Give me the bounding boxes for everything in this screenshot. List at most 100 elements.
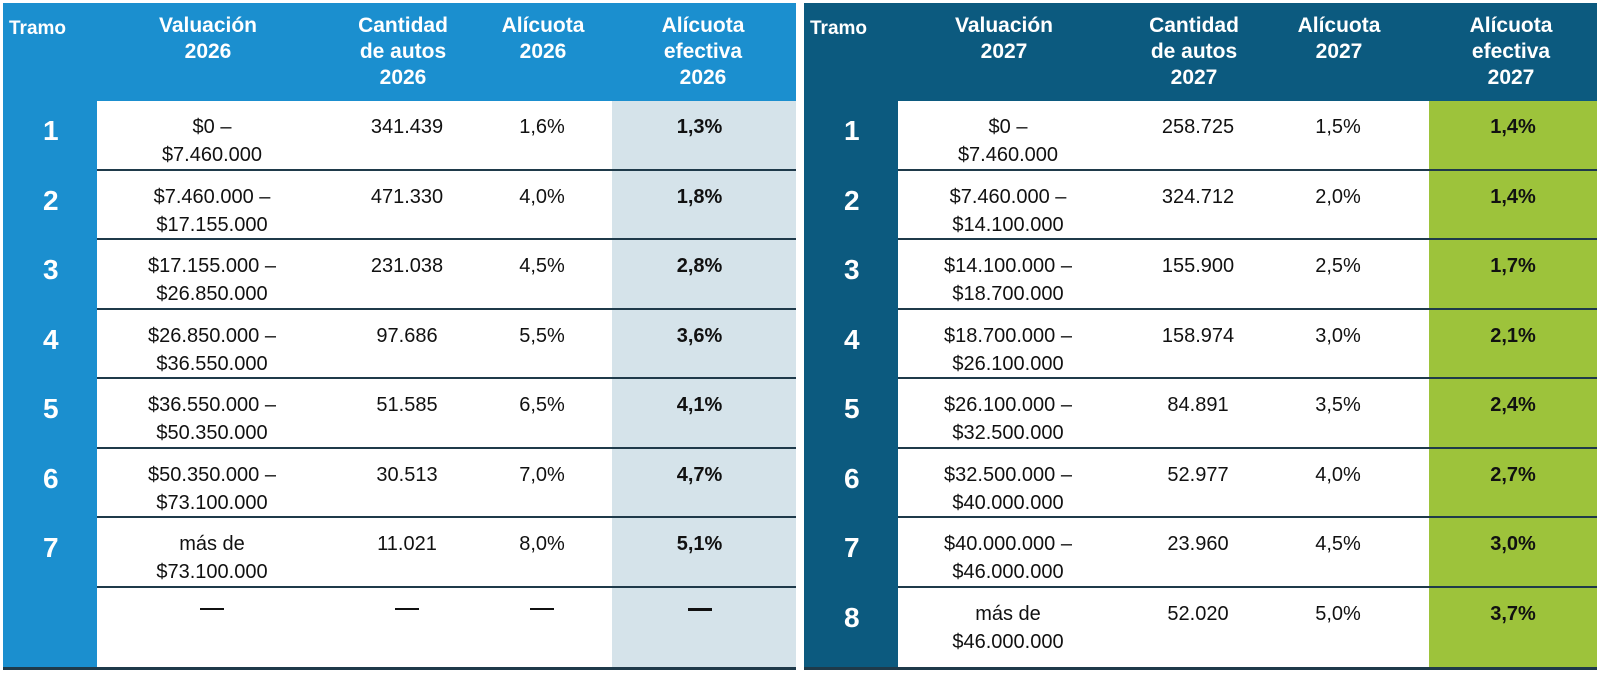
- tramo-number-text: 8: [844, 601, 860, 633]
- row-separator: [97, 516, 796, 518]
- valuation-line: $14.100.000 –: [944, 255, 1072, 277]
- table-row: [97, 588, 796, 658]
- valuation-line: $0 –: [988, 116, 1028, 138]
- effective-rate-cell: 2,4%: [1490, 394, 1536, 416]
- valuation-line: $7.460.000 –: [153, 185, 271, 208]
- table-row: 3 $14.100.000 – $18.700.000 155.900 2,5% 1,7%: [844, 240, 1597, 310]
- tramo-number-text: 3: [844, 254, 860, 285]
- tramo-number-text: 1: [43, 115, 59, 146]
- qty-cell: 231.038: [370, 255, 444, 277]
- qty-cell: 324.712: [1161, 185, 1235, 208]
- qty-cell: 258.725: [1161, 116, 1235, 138]
- table-row: 3 $17.155.000 – $26.850.000 231.038 4,5% 2,8%: [43, 240, 796, 310]
- header-line: Valuación: [158, 14, 258, 37]
- valuation-cell: $7.460.000 – $17.155.000: [117, 183, 307, 239]
- header-line: Alícuota: [501, 14, 585, 37]
- valuation-line: $46.000.000: [952, 630, 1064, 653]
- valuation-line: $26.100.000: [952, 352, 1064, 375]
- table-row: 5 $36.550.000 – $50.350.000 51.585 6,5% 4,1%: [43, 379, 796, 449]
- valuation-cell: $17.155.000 – $26.850.000: [117, 252, 307, 308]
- header-line: de autos: [1150, 40, 1238, 63]
- valuation-line: $46.000.000: [952, 561, 1064, 583]
- valuation-line: $73.100.000: [156, 491, 268, 514]
- effective-rate-cell: 3,6%: [676, 324, 723, 347]
- valuation-cell: más de $73.100.000: [117, 530, 307, 586]
- effective-rate-cell: 1,7%: [1490, 255, 1536, 277]
- valuation-line: $32.500.000: [952, 422, 1064, 444]
- bottom-rule: [804, 667, 1597, 670]
- qty-cell: 97.686: [376, 324, 438, 347]
- qty-cell: 158.974: [1161, 324, 1235, 347]
- qty-cell: 23.960: [1167, 533, 1229, 555]
- rate-cell: 3,5%: [1315, 394, 1361, 416]
- tramo-number-text: 5: [43, 393, 59, 424]
- rate-cell: 6,5%: [519, 394, 565, 416]
- qty-cell: 341.439: [370, 116, 444, 138]
- table-row: 7 más de $73.100.000 11.021 8,0% 5,1%: [43, 518, 796, 588]
- valuation-cell: $7.460.000 – $14.100.000: [913, 183, 1103, 239]
- row-separator: [97, 238, 796, 240]
- valuation-line: $36.550.000: [156, 352, 268, 375]
- valuation-line: más de: [179, 533, 245, 555]
- rate-cell: 4,0%: [1315, 463, 1361, 486]
- rate-cell: 5,5%: [519, 324, 565, 347]
- table-row: 2 $7.460.000 – $17.155.000 471.330 4,0% 1,8%: [43, 171, 796, 240]
- table-row: 4 $26.850.000 – $36.550.000 97.686 5,5% 3,6%: [43, 310, 796, 379]
- header-valuacion: Valuación 2026: [133, 13, 283, 65]
- valuation-line: $26.100.000 –: [944, 394, 1072, 416]
- header-line: Alícuota: [1469, 14, 1553, 37]
- header-row-2026: Tramo Valuación 2026 Cantidad de autos 2…: [3, 3, 796, 101]
- empty-dash: [687, 607, 712, 611]
- row-separator: [898, 238, 1597, 240]
- effective-rate-column: [1429, 101, 1597, 670]
- header-alicuota: Alícuota 2026: [483, 13, 603, 65]
- header-valuacion: Valuación 2027: [929, 13, 1079, 65]
- tramo-number-text: 5: [844, 393, 860, 424]
- row-separator: [97, 446, 796, 449]
- header-line: 2026: [379, 66, 427, 89]
- tramo-number-text: 7: [844, 532, 860, 563]
- effective-rate-cell: 4,1%: [676, 394, 723, 416]
- header-line: de autos: [359, 40, 447, 63]
- header-line: efectiva: [663, 40, 743, 63]
- header-line: 2026: [519, 40, 567, 63]
- qty-cell: 471.330: [370, 185, 444, 208]
- qty-cell: 52.977: [1167, 463, 1229, 486]
- effective-rate-cell: 4,7%: [676, 463, 723, 486]
- valuation-line: $36.550.000 –: [148, 394, 276, 416]
- effective-rate-column: [612, 101, 796, 670]
- tramo-number-text: 4: [43, 323, 59, 355]
- header-tramo: Tramo: [810, 18, 868, 39]
- effective-rate-cell: 2,1%: [1490, 324, 1536, 347]
- header-alicuota: Alícuota 2027: [1279, 13, 1399, 65]
- rate-cell: 4,5%: [519, 255, 565, 277]
- header-tramo: Tramo: [9, 18, 67, 39]
- tramo-number-text: 6: [43, 462, 59, 494]
- valuation-line: $17.155.000: [156, 213, 268, 236]
- header-line: Valuación: [954, 14, 1054, 37]
- row-separator: [97, 585, 796, 588]
- header-line: 2027: [1487, 66, 1535, 89]
- rate-cell: 8,0%: [519, 533, 565, 555]
- valuation-line: $18.700.000 –: [944, 324, 1072, 347]
- table-row: 5 $26.100.000 – $32.500.000 84.891 3,5% 2,4%: [844, 379, 1597, 449]
- table-row: 6 $50.350.000 – $73.100.000 30.513 7,0% 4,7%: [43, 449, 796, 518]
- table-row: 6 $32.500.000 – $40.000.000 52.977 4,0% 2,7%: [844, 449, 1597, 518]
- rate-cell: 4,0%: [519, 185, 565, 208]
- effective-rate-cell: 5,1%: [676, 533, 723, 555]
- table-row: 4 $18.700.000 – $26.100.000 158.974 3,0% 2,1%: [844, 310, 1597, 379]
- valuation-cell: $26.850.000 – $36.550.000: [117, 322, 307, 378]
- valuation-line: $73.100.000: [156, 561, 268, 583]
- header-cantidad: Cantidad de autos 2026: [333, 13, 473, 91]
- valuation-cell: $0 – $7.460.000: [913, 113, 1103, 169]
- table-row: 7 $40.000.000 – $46.000.000 23.960 4,5% 3,0%: [844, 518, 1597, 588]
- valuation-line: $26.850.000 –: [148, 324, 276, 347]
- valuation-line: $18.700.000: [952, 283, 1064, 305]
- valuation-line: $17.155.000 –: [148, 255, 276, 277]
- header-cantidad: Cantidad de autos 2027: [1124, 13, 1264, 91]
- tramo-number-text: 6: [844, 462, 860, 494]
- rate-cell: 2,0%: [1315, 185, 1361, 208]
- rate-cell: 5,0%: [1315, 602, 1361, 625]
- bottom-rule: [3, 667, 796, 670]
- tramo-number-text: 2: [43, 184, 59, 216]
